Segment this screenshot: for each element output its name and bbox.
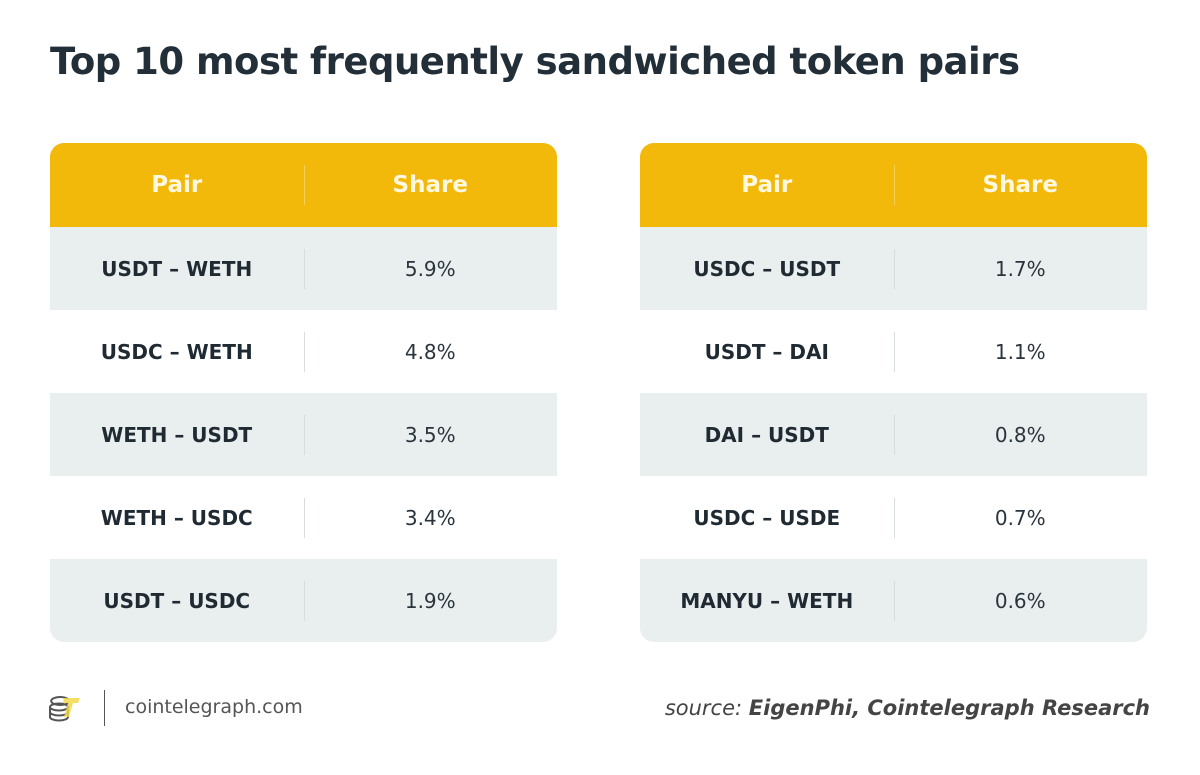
table-row: USDC – USDE 0.7% <box>640 476 1147 559</box>
cointelegraph-logo-icon <box>49 696 80 722</box>
column-divider <box>894 249 895 289</box>
share-cell: Share <box>982 172 1058 198</box>
column-divider <box>304 581 305 621</box>
share-cell: 0.6% <box>994 588 1046 613</box>
share-cell: Share <box>392 172 468 198</box>
token-pair-table-2: Pair Share USDC – USDT 1.7% USDT – DAI 1.1% DA… <box>640 143 1147 642</box>
share-cell: 1.1% <box>994 339 1046 364</box>
share-cell: 3.4% <box>404 505 456 530</box>
page-title: Top 10 most frequently sandwiched token … <box>50 40 1020 83</box>
column-divider <box>894 165 895 205</box>
share-cell: 0.8% <box>994 422 1046 447</box>
pair-cell: Pair <box>741 172 793 198</box>
source-prefix: source: <box>664 696 743 720</box>
pair-cell: WETH – USDC <box>100 505 253 530</box>
column-divider <box>304 332 305 372</box>
pair-cell: USDT – WETH <box>101 256 253 281</box>
share-cell: 4.8% <box>404 339 456 364</box>
column-divider <box>894 415 895 455</box>
table-header: Pair Share <box>640 143 1147 227</box>
column-divider <box>304 498 305 538</box>
table-row: WETH – USDT 3.5% <box>50 393 557 476</box>
column-divider <box>304 415 305 455</box>
share-cell: 3.5% <box>404 422 456 447</box>
share-cell: 1.7% <box>994 256 1046 281</box>
table-row: USDT – WETH 5.9% <box>50 227 557 310</box>
pair-cell: USDC – USDE <box>693 505 841 530</box>
share-cell: 1.9% <box>404 588 456 613</box>
source-note: source: EigenPhi, Cointelegraph Research <box>665 696 1150 720</box>
column-divider <box>894 498 895 538</box>
column-divider <box>894 332 895 372</box>
table-row: USDC – USDT 1.7% <box>640 227 1147 310</box>
source-text: EigenPhi, Cointelegraph Research <box>748 696 1150 720</box>
footer-divider <box>104 690 105 726</box>
table-row: USDC – WETH 4.8% <box>50 310 557 393</box>
pair-cell: USDT – USDC <box>103 588 251 613</box>
table-header: Pair Share <box>50 143 557 227</box>
share-cell: 5.9% <box>404 256 456 281</box>
column-divider <box>304 249 305 289</box>
table-row: WETH – USDC 3.4% <box>50 476 557 559</box>
table-row: MANYU – WETH 0.6% <box>640 559 1147 642</box>
token-pair-table-1: Pair Share USDT – WETH 5.9% USDC – WETH 4.8% W… <box>50 143 557 642</box>
table-row: DAI – USDT 0.8% <box>640 393 1147 476</box>
pair-cell: WETH – USDT <box>101 422 253 447</box>
column-divider <box>304 165 305 205</box>
pair-cell: Pair <box>151 172 203 198</box>
pair-cell: USDC – USDT <box>693 256 841 281</box>
pair-cell: DAI – USDT <box>704 422 829 447</box>
share-cell: 0.7% <box>994 505 1046 530</box>
pair-cell: USDT – DAI <box>704 339 829 364</box>
pair-cell: MANYU – WETH <box>680 588 854 613</box>
table-row: USDT – USDC 1.9% <box>50 559 557 642</box>
site-url: cointelegraph.com <box>125 696 303 718</box>
column-divider <box>894 581 895 621</box>
table-row: USDT – DAI 1.1% <box>640 310 1147 393</box>
pair-cell: USDC – WETH <box>100 339 253 364</box>
